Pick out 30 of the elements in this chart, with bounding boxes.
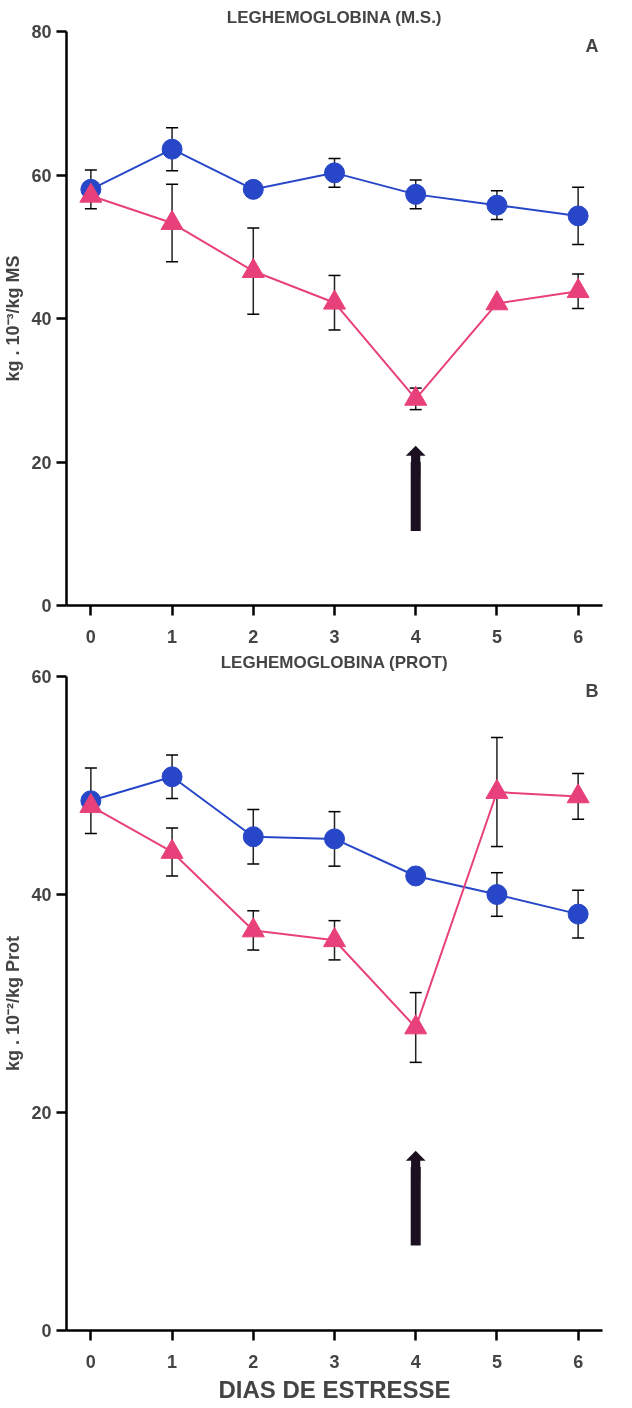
x-tick-label: 1 [167, 1351, 178, 1372]
y-tick-label: 60 [31, 165, 52, 186]
annotation: B [585, 680, 599, 701]
x-tick-label: 1 [167, 626, 178, 647]
x-tick-label: 2 [248, 1351, 259, 1372]
x-tick-label: 4 [410, 626, 421, 647]
y-tick-label: 20 [31, 452, 52, 473]
y-tick-label: 20 [31, 1103, 52, 1123]
chart-title: LEGHEMOGLOBINA (M.S.) [226, 7, 442, 27]
x-tick-label: 6 [573, 626, 584, 647]
chart-title: LEGHEMOGLOBINA (PROT) [220, 652, 448, 672]
x-tick-label: 3 [329, 626, 340, 647]
y-tick-label: 40 [31, 885, 52, 905]
x-tick-label: 0 [85, 626, 96, 647]
x-tick-label: 0 [85, 1351, 96, 1372]
y-axis-title: kg . 10⁻³/kg MS [3, 255, 24, 382]
x-tick-label: 5 [491, 1351, 502, 1372]
x-tick-label: 4 [410, 1351, 421, 1372]
x-tick-label: 3 [329, 1351, 340, 1372]
x-tick-label: 5 [491, 626, 502, 647]
x-tick-label: 6 [573, 1351, 584, 1372]
y-axis-title: kg . 10⁻²/kg Prot [3, 935, 24, 1072]
y-tick-label: 80 [31, 22, 52, 42]
y-tick-label: 0 [41, 1321, 52, 1341]
x-axis-title: DIAS DE ESTRESSE [218, 1375, 451, 1403]
x-tick-label: 2 [248, 626, 259, 647]
y-tick-label: 0 [41, 596, 52, 616]
annotation: A [585, 35, 599, 56]
y-tick-label: 60 [31, 667, 52, 687]
y-tick-label: 40 [31, 309, 52, 329]
